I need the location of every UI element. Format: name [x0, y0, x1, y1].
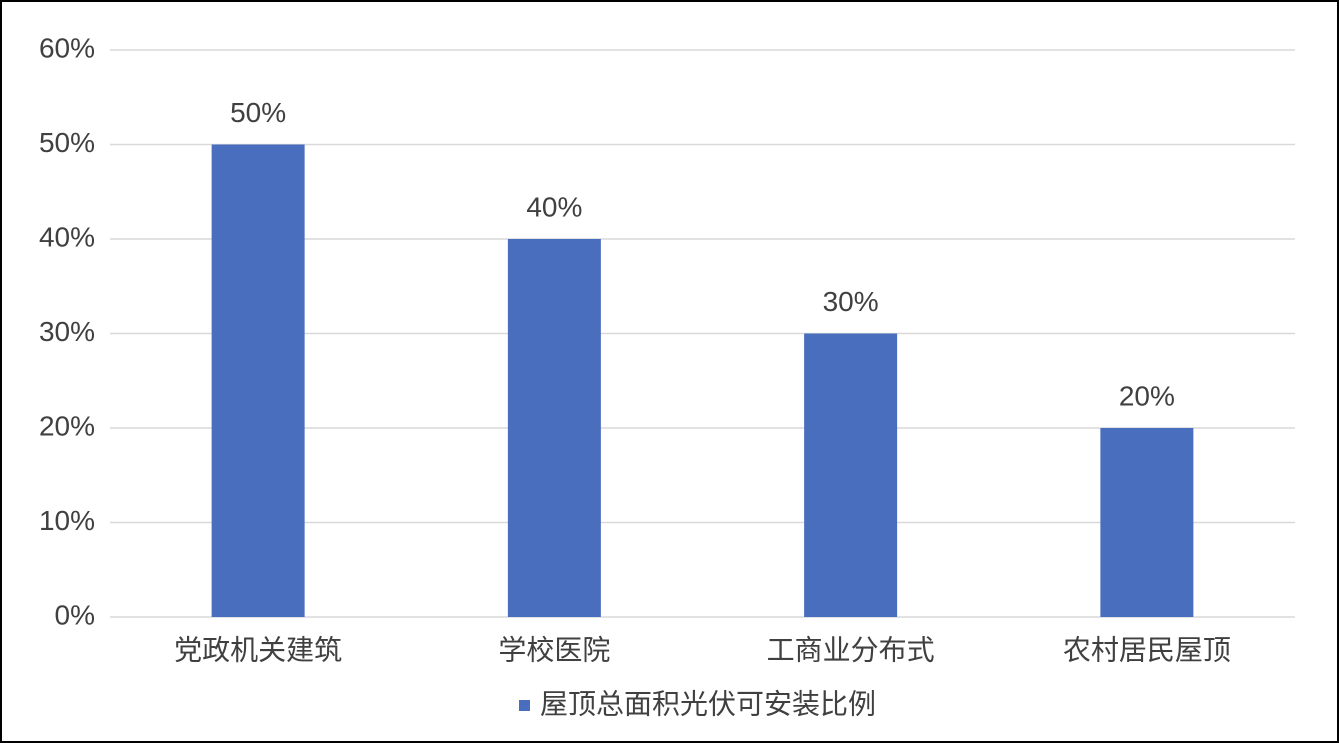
bar	[804, 333, 898, 617]
legend-label: 屋顶总面积光伏可安装比例	[540, 688, 876, 719]
legend-swatch	[519, 700, 530, 711]
data-label: 20%	[1119, 380, 1175, 411]
y-tick-label: 60%	[39, 32, 95, 63]
y-tick-label: 50%	[39, 127, 95, 158]
y-tick-label: 20%	[39, 410, 95, 441]
y-tick-label: 10%	[39, 505, 95, 536]
y-tick-label: 0%	[55, 599, 95, 630]
x-tick-label: 党政机关建筑	[174, 634, 342, 665]
x-tick-label: 学校医院	[498, 634, 610, 665]
bar	[1100, 428, 1194, 617]
data-label: 50%	[230, 97, 286, 128]
x-tick-label: 工商业分布式	[767, 634, 935, 665]
y-tick-label: 30%	[39, 316, 95, 347]
bar	[507, 239, 601, 617]
x-tick-label: 农村居民屋顶	[1063, 634, 1231, 665]
y-tick-label: 40%	[39, 221, 95, 252]
data-label: 30%	[823, 286, 879, 317]
bar	[211, 144, 305, 617]
data-label: 40%	[526, 191, 582, 222]
